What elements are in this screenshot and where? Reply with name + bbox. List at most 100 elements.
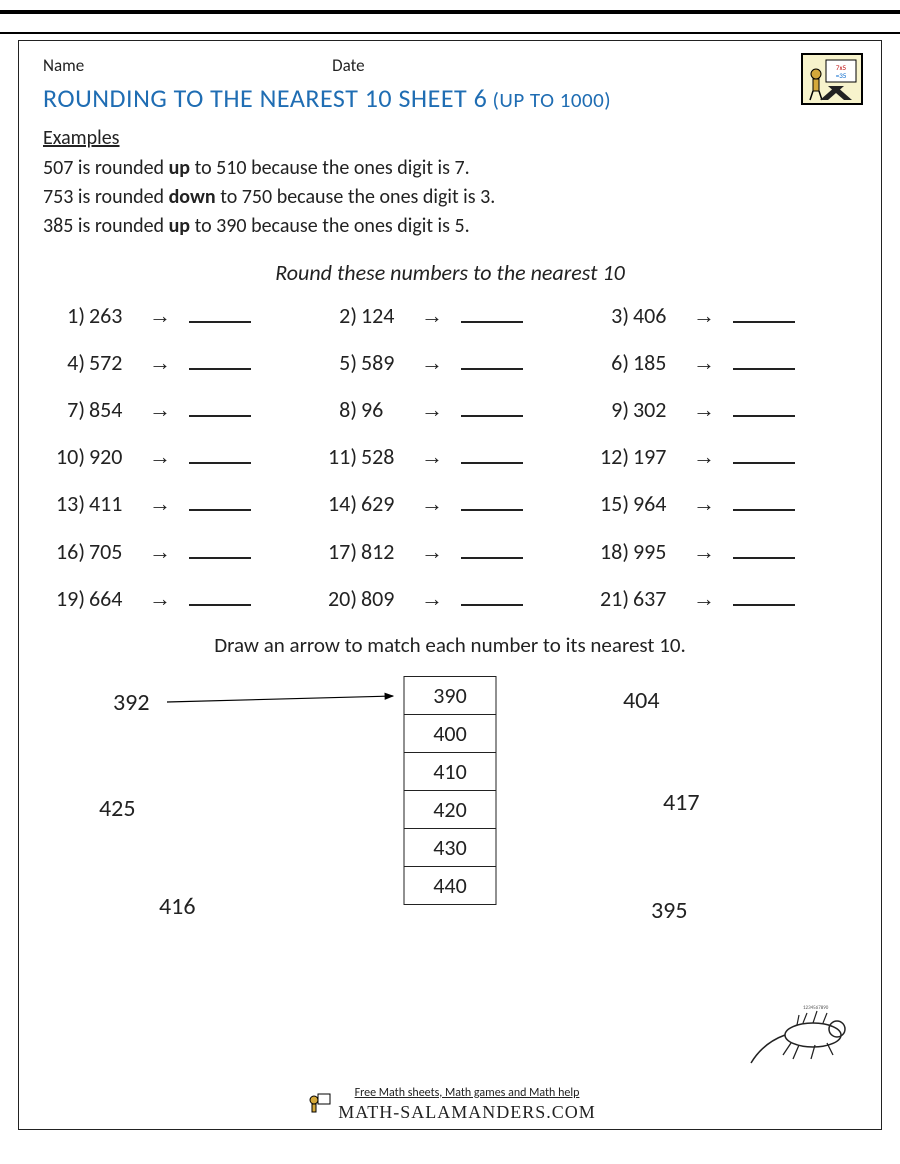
problem-number: 18) — [591, 538, 629, 565]
answer-blank[interactable] — [733, 347, 795, 370]
arrow-icon: → — [421, 539, 443, 565]
match-instruction: Draw an arrow to match each number to it… — [43, 632, 857, 658]
problem-number: 17) — [319, 538, 357, 565]
arrow-icon: → — [693, 303, 715, 329]
center-value-cell: 410 — [404, 752, 496, 790]
problem-item: 1)263 → — [47, 300, 309, 329]
problem-number: 20) — [319, 585, 357, 612]
answer-blank[interactable] — [461, 535, 523, 558]
problem-number: 19) — [47, 585, 85, 612]
answer-blank[interactable] — [461, 583, 523, 606]
problem-value: 197 — [633, 443, 679, 470]
footer-logo-icon — [304, 1090, 332, 1118]
examples-list: 507 is rounded up to 510 because the one… — [43, 154, 857, 241]
example-line: 385 is rounded up to 390 because the one… — [43, 212, 857, 241]
answer-blank[interactable] — [189, 300, 251, 323]
center-value-cell: 420 — [404, 790, 496, 828]
problem-number: 13) — [47, 490, 85, 517]
match-number: 404 — [623, 686, 660, 715]
match-number: 425 — [99, 794, 136, 823]
problem-value: 809 — [361, 585, 407, 612]
answer-blank[interactable] — [189, 488, 251, 511]
arrow-icon: → — [421, 397, 443, 423]
match-number: 392 — [113, 688, 150, 717]
problem-value: 406 — [633, 302, 679, 329]
arrow-icon: → — [693, 491, 715, 517]
center-value-cell: 440 — [404, 866, 496, 904]
problem-number: 3) — [591, 302, 629, 329]
problem-number: 6) — [591, 349, 629, 376]
answer-blank[interactable] — [189, 535, 251, 558]
problem-item: 11)528→ — [319, 441, 581, 470]
arrow-icon: → — [693, 586, 715, 612]
example-line: 753 is rounded down to 750 because the o… — [43, 183, 857, 212]
problem-number: 15) — [591, 490, 629, 517]
arrow-icon: → — [693, 444, 715, 470]
match-number: 416 — [159, 892, 196, 921]
footer-tagline: Free Math sheets, Math games and Math he… — [338, 1086, 596, 1100]
salamander-icon: 1234567890 — [743, 1003, 863, 1073]
name-field: Name — [43, 55, 92, 76]
problem-item: 21)637→ — [591, 583, 853, 612]
problem-number: 1) — [47, 302, 85, 329]
example-line: 507 is rounded up to 510 because the one… — [43, 154, 857, 183]
date-label: Date — [332, 55, 364, 76]
problem-item: 2)124→ — [319, 300, 581, 329]
center-values-table: 390400410420430440 — [404, 676, 497, 905]
match-number: 395 — [651, 896, 688, 925]
arrow-icon: → — [421, 491, 443, 517]
answer-blank[interactable] — [189, 347, 251, 370]
footer: Free Math sheets, Math games and Math he… — [19, 1086, 881, 1124]
problem-value: 664 — [89, 585, 135, 612]
problem-value: 411 — [89, 490, 135, 517]
answer-blank[interactable] — [461, 488, 523, 511]
problem-value: 263 — [89, 302, 135, 329]
problem-number: 14) — [319, 490, 357, 517]
arrow-icon: → — [149, 303, 171, 329]
problem-number: 9) — [591, 396, 629, 423]
header-fields: Name Date — [43, 55, 857, 76]
title-sheet-num: 6 — [474, 82, 488, 114]
arrow-icon: → — [421, 444, 443, 470]
problem-item: 17)812→ — [319, 535, 581, 564]
arrow-icon: → — [421, 586, 443, 612]
answer-blank[interactable] — [733, 583, 795, 606]
answer-blank[interactable] — [189, 583, 251, 606]
svg-text:1234567890: 1234567890 — [803, 1005, 829, 1011]
worksheet-page: Name Date 7x5 =35 ROUNDING TO THE NEARES… — [18, 40, 882, 1130]
arrow-icon: → — [693, 350, 715, 376]
answer-blank[interactable] — [189, 441, 251, 464]
problems-grid: 1)263→2)124→3)406→4)572→5)589→6)185→7)85… — [43, 300, 857, 612]
problem-number: 21) — [591, 585, 629, 612]
problem-number: 4) — [47, 349, 85, 376]
arrow-icon: → — [149, 586, 171, 612]
problem-value: 964 — [633, 490, 679, 517]
arrow-icon: → — [421, 350, 443, 376]
answer-blank[interactable] — [189, 394, 251, 417]
arrow-icon: → — [149, 397, 171, 423]
answer-blank[interactable] — [733, 488, 795, 511]
answer-blank[interactable] — [461, 394, 523, 417]
answer-blank[interactable] — [733, 394, 795, 417]
answer-blank[interactable] — [733, 441, 795, 464]
footer-brand: MATH-SALAMANDERS.COM — [338, 1102, 596, 1123]
problem-number: 8) — [319, 396, 357, 423]
match-number: 417 — [663, 788, 700, 817]
answer-blank[interactable] — [733, 535, 795, 558]
problem-item: 18)995→ — [591, 535, 853, 564]
date-field: Date — [332, 55, 372, 76]
problem-item: 3)406 → — [591, 300, 853, 329]
problem-value: 589 — [361, 349, 407, 376]
problem-item: 5)589→ — [319, 347, 581, 376]
arrow-icon: → — [693, 539, 715, 565]
problem-value: 302 — [633, 396, 679, 423]
problem-item: 9)302→ — [591, 394, 853, 423]
answer-blank[interactable] — [461, 300, 523, 323]
problem-item: 19)664 → — [47, 583, 309, 612]
answer-blank[interactable] — [461, 441, 523, 464]
problem-value: 854 — [89, 396, 135, 423]
answer-blank[interactable] — [733, 300, 795, 323]
answer-blank[interactable] — [461, 347, 523, 370]
problem-item: 13)411→ — [47, 488, 309, 517]
top-border — [0, 10, 900, 34]
